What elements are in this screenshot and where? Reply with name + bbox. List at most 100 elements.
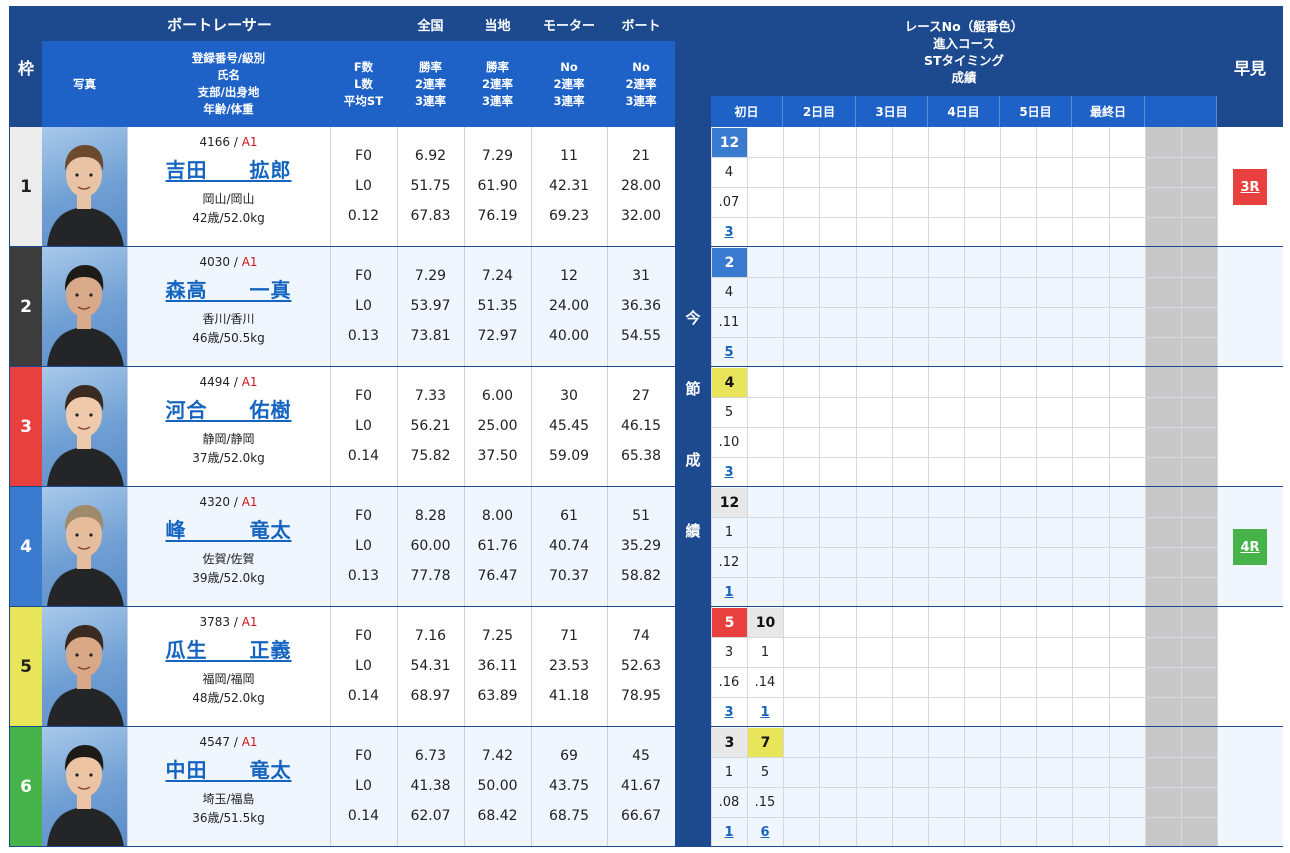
motor-stat-1: 30 <box>560 388 578 404</box>
racer-portrait-icon <box>47 745 124 847</box>
fl-stats: F0 L0 0.13 <box>330 487 397 607</box>
race-number: 2 <box>712 248 747 277</box>
header-info: 登録番号/級別 氏名 支部/出身地 年齢/体重 <box>127 41 330 127</box>
racer-info: 4166 / A1 吉田 拡郎 岡山/岡山 42歳/52.0kg <box>127 127 330 247</box>
divider <box>1217 247 1218 367</box>
row-background <box>42 367 675 487</box>
st-timing: .11 <box>718 314 740 330</box>
divider <box>397 247 398 367</box>
st-timing: .12 <box>718 554 740 570</box>
divider <box>711 547 1217 548</box>
divider <box>531 247 532 367</box>
national-stat-3: 68.97 <box>410 688 451 704</box>
divider <box>464 607 465 727</box>
header-motor-sub: No 2連率 3連率 <box>531 41 607 127</box>
national-stat-2: 60.00 <box>410 538 451 554</box>
divider <box>711 787 1217 788</box>
racer-name-link[interactable]: 瓜生 正義 <box>165 638 292 662</box>
f-count: F0 <box>355 628 372 644</box>
racer-name-link[interactable]: 森高 一真 <box>165 278 292 302</box>
national-stat-2: 41.38 <box>410 778 451 794</box>
entry-course: 4 <box>724 164 734 180</box>
l-count: L0 <box>355 778 372 794</box>
racer-name-link[interactable]: 河合 佑樹 <box>165 398 292 422</box>
racer-info: 4494 / A1 河合 佑樹 静岡/静岡 37歳/52.0kg <box>127 367 330 487</box>
f-count: F0 <box>355 388 372 404</box>
boat-stat-2: 28.00 <box>620 178 662 194</box>
national-stat-1: 7.33 <box>414 388 447 404</box>
waku-number: 4 <box>10 487 42 607</box>
l-count: L0 <box>355 658 372 674</box>
divider <box>1217 607 1218 727</box>
local-stat-3: 76.19 <box>477 208 518 224</box>
race-result-link[interactable]: 5 <box>724 344 734 360</box>
l-count: L0 <box>355 298 372 314</box>
racer-branch: 佐賀/佐賀 <box>202 552 255 566</box>
header-f: F数 <box>353 59 374 74</box>
row-background <box>42 607 675 727</box>
motor-stat-2: 43.75 <box>548 778 590 794</box>
racer-portrait-icon <box>47 385 124 487</box>
divider <box>1217 487 1218 607</box>
race-number: 3 <box>712 728 747 757</box>
national-stat-2: 51.75 <box>410 178 451 194</box>
day-header-1: 2日目 <box>783 96 856 127</box>
local-stat-1: 6.00 <box>481 388 514 404</box>
divider <box>127 247 128 367</box>
race-result-link[interactable]: 6 <box>760 824 770 840</box>
national-stats: 6.73 41.38 62.07 <box>397 727 464 847</box>
racer-name-link[interactable]: 中田 竜太 <box>165 758 292 782</box>
row-background <box>42 247 675 367</box>
race-number: 12 <box>712 488 747 517</box>
racer-name-link[interactable]: 吉田 拡郎 <box>165 158 292 182</box>
registration-number: 4166 <box>199 135 231 149</box>
early-race-badge[interactable]: 4R <box>1233 529 1267 565</box>
racer-name-link[interactable]: 峰 竜太 <box>165 518 292 542</box>
race-result-link[interactable]: 1 <box>724 824 734 840</box>
race-result: 1 <box>747 697 783 727</box>
divider <box>330 367 331 487</box>
entry-course: 1 <box>724 764 734 780</box>
race-result: 6 <box>747 817 783 847</box>
divider <box>711 187 1217 188</box>
sub-label: No <box>632 59 650 74</box>
boat-stat-3: 66.67 <box>620 808 662 824</box>
race-result-link[interactable]: 1 <box>760 704 770 720</box>
racer-branch: 福岡/福岡 <box>202 672 255 686</box>
race-result-link[interactable]: 3 <box>724 224 734 240</box>
entry-course: 5 <box>760 764 770 780</box>
divider <box>607 247 608 367</box>
racer-age-weight: 36歳/51.5kg <box>192 811 265 825</box>
st-timing: .15 <box>754 794 776 810</box>
boat-stat-2: 52.63 <box>620 658 662 674</box>
motor-stat-2: 42.31 <box>548 178 590 194</box>
race-result-link[interactable]: 3 <box>724 704 734 720</box>
sub-label: 2連率 <box>481 76 513 91</box>
national-stat-3: 77.78 <box>410 568 451 584</box>
local-stats: 6.00 25.00 37.50 <box>464 367 531 487</box>
header-st: 平均ST <box>343 93 384 108</box>
race-result-link[interactable]: 3 <box>724 464 734 480</box>
day-header-2: 3日目 <box>856 96 928 127</box>
early-race-badge[interactable]: 3R <box>1233 169 1267 205</box>
row-divider <box>10 726 675 727</box>
local-stat-3: 63.89 <box>477 688 518 704</box>
race-result-link[interactable]: 1 <box>724 584 734 600</box>
divider <box>330 487 331 607</box>
motor-stats: 12 24.00 40.00 <box>531 247 607 367</box>
racer-portrait-icon <box>47 505 124 607</box>
row-divider <box>711 846 1283 847</box>
racer-photo <box>42 607 127 727</box>
header-motor: モーター <box>531 7 607 41</box>
divider <box>711 157 1217 158</box>
local-stat-3: 76.47 <box>477 568 518 584</box>
divider <box>531 367 532 487</box>
day-header-0: 初日 <box>711 96 783 127</box>
row-background <box>42 487 675 607</box>
avg-st: 0.13 <box>347 328 380 344</box>
national-stat-3: 73.81 <box>410 328 451 344</box>
racer-age-weight: 37歳/52.0kg <box>192 451 265 465</box>
row-divider <box>711 606 1283 607</box>
waku-number: 1 <box>10 127 42 247</box>
national-stat-1: 7.16 <box>414 628 447 644</box>
